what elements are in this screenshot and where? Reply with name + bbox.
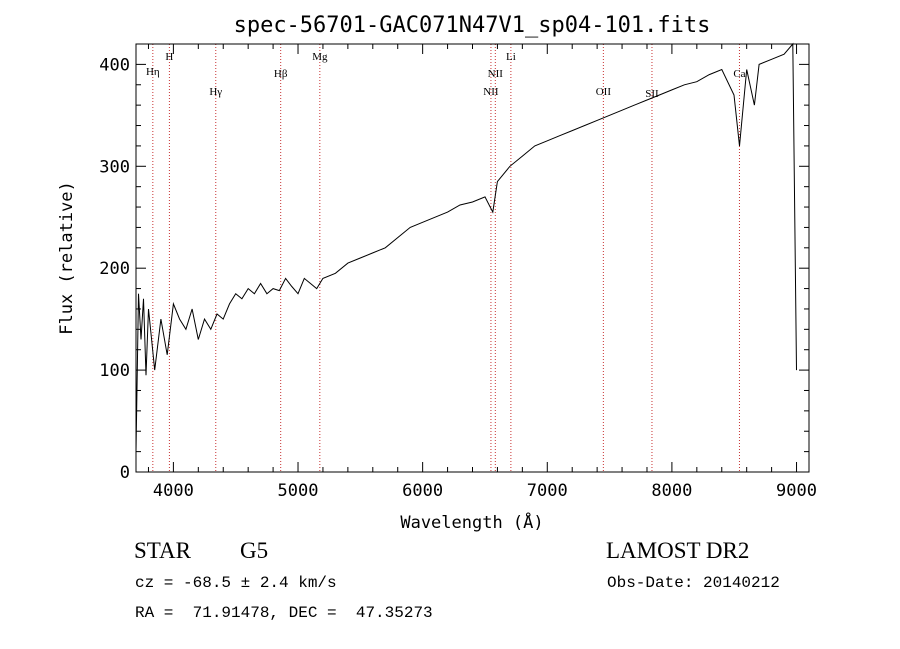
object-subclass: G5	[240, 538, 269, 563]
x-tick-label: 7000	[527, 481, 568, 501]
x-axis-ticks: 4000 5000 6000 7000 8000 9000	[147, 44, 817, 501]
y-axis-label: Flux (relative)	[57, 181, 77, 335]
x-tick-label: 4000	[153, 481, 194, 501]
x-tick-label: 5000	[278, 481, 319, 501]
x-tick-label: 6000	[402, 481, 443, 501]
x-tick-label: 9000	[776, 481, 817, 501]
line-marker-label: Li	[506, 51, 516, 63]
y-tick-label: 0	[120, 463, 130, 483]
x-tick-label: 8000	[651, 481, 692, 501]
chart-title: spec-56701-GAC071N47V1_sp04-101.fits	[234, 13, 711, 38]
line-marker-label: Ca	[733, 68, 745, 80]
line-marker-label: H	[165, 51, 173, 63]
redshift-info: cz = -68.5 ± 2.4 km/s	[135, 574, 337, 592]
line-marker-label: Mg	[312, 51, 328, 63]
line-marker-label: Hγ	[209, 86, 222, 98]
line-marker-label: OII	[596, 86, 612, 98]
line-marker-label: Hη	[146, 66, 160, 78]
spectrum-line	[135, 42, 797, 452]
survey-name: LAMOST DR2	[606, 538, 750, 563]
x-axis-label: Wavelength (Å)	[400, 511, 543, 533]
line-markers	[152, 44, 740, 472]
coordinates: RA = 71.91478, DEC = 47.35273	[135, 604, 433, 622]
object-class: STAR	[134, 538, 191, 563]
y-axis-ticks: 0 100 200 300 400	[99, 43, 809, 483]
line-marker-label: NII	[488, 68, 504, 80]
line-marker-label: NII	[483, 86, 499, 98]
y-tick-label: 100	[99, 361, 130, 381]
obs-date: Obs-Date: 20140212	[607, 574, 780, 592]
y-tick-label: 300	[99, 157, 130, 177]
y-tick-label: 400	[99, 55, 130, 75]
line-marker-label: Hβ	[274, 68, 288, 80]
y-tick-label: 200	[99, 259, 130, 279]
plot-frame	[135, 43, 810, 473]
